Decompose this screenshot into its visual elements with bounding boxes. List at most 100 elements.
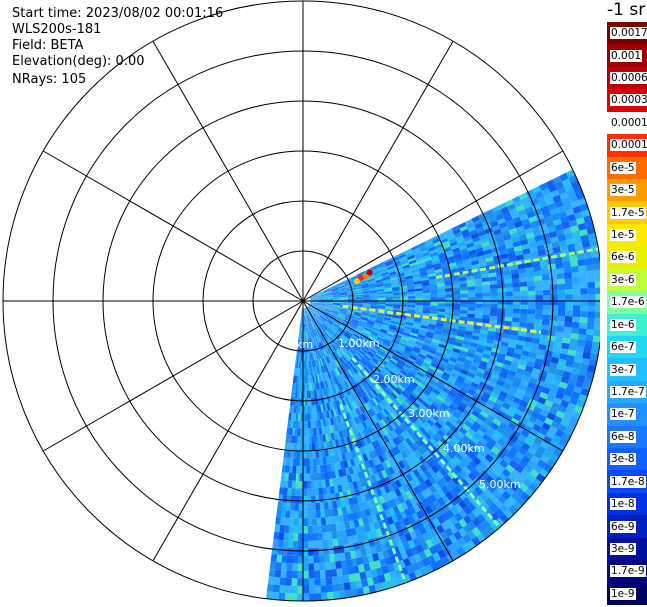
- range-gate: [307, 330, 310, 339]
- range-gate: [329, 313, 337, 318]
- range-gate: [370, 474, 377, 484]
- range-gate: [332, 293, 340, 297]
- range-gate: [512, 304, 521, 310]
- range-gate: [429, 313, 438, 318]
- range-gate: [319, 434, 324, 443]
- range-gate: [456, 375, 466, 383]
- range-gate: [542, 309, 551, 316]
- range-gate: [407, 302, 416, 306]
- range-gate: [388, 346, 396, 353]
- range-gate: [385, 351, 393, 358]
- range-gate: [294, 503, 299, 511]
- range-gate: [412, 249, 421, 256]
- range-gate: [304, 308, 306, 316]
- range-gate: [410, 367, 419, 374]
- range-gate: [542, 449, 553, 459]
- range-gate: [380, 400, 388, 409]
- range-gate: [336, 407, 342, 416]
- range-gate: [343, 278, 352, 284]
- range-gate: [304, 315, 307, 324]
- range-gate: [317, 304, 325, 307]
- range-gate: [347, 290, 355, 293]
- range-gate: [430, 292, 438, 296]
- range-gate: [309, 322, 313, 330]
- range-gate: [364, 327, 372, 333]
- range-gate: [489, 422, 499, 431]
- range-gate: [499, 406, 509, 415]
- range-gate: [381, 343, 390, 349]
- range-gate: [323, 340, 328, 348]
- range-gate: [344, 331, 352, 338]
- range-gate: [295, 383, 298, 391]
- range-gate: [316, 351, 320, 359]
- range-gate: [327, 338, 333, 346]
- range-gate: [525, 266, 534, 273]
- range-gate: [292, 465, 297, 474]
- range-gate: [309, 360, 312, 369]
- range-gate: [414, 360, 423, 367]
- range-gate: [316, 382, 320, 390]
- range-gate: [376, 312, 385, 316]
- range-gate: [389, 412, 397, 421]
- range-gate: [333, 462, 339, 471]
- range-gate: [330, 401, 335, 410]
- range-gate: [422, 287, 431, 291]
- range-gate: [417, 262, 426, 267]
- range-gate: [457, 537, 467, 548]
- range-gate: [329, 417, 335, 426]
- range-gate: [415, 307, 423, 311]
- range-gate: [348, 411, 354, 420]
- range-label: 4.00km: [443, 442, 485, 455]
- range-gate: [282, 540, 289, 549]
- range-gate: [351, 511, 358, 521]
- colorbar-label: 6e-5: [610, 161, 636, 174]
- range-gate: [474, 285, 483, 290]
- range-gate: [437, 308, 446, 313]
- range-gate: [499, 459, 509, 469]
- range-gate: [369, 285, 377, 289]
- range-gate: [417, 406, 426, 414]
- range-gate: [309, 473, 315, 481]
- range-gate: [314, 487, 320, 496]
- range-gate: [356, 431, 363, 440]
- range-gate: [332, 538, 339, 547]
- range-gate: [440, 335, 449, 341]
- range-gate: [451, 369, 461, 376]
- range-gate: [306, 330, 308, 339]
- range-gate: [511, 442, 522, 452]
- range-gate: [348, 359, 355, 367]
- range-gate: [331, 500, 338, 509]
- range-gate: [507, 473, 517, 483]
- range-gate: [475, 307, 483, 312]
- colorbar-label: 0.0003: [610, 94, 647, 107]
- range-gate: [459, 316, 468, 321]
- range-gate: [501, 402, 511, 411]
- range-gate: [497, 316, 505, 322]
- range-gate: [563, 326, 572, 334]
- range-gate: [334, 368, 339, 377]
- range-gate: [424, 496, 434, 506]
- range-gate: [304, 360, 306, 369]
- range-gate: [432, 388, 441, 396]
- range-gate: [332, 431, 338, 440]
- range-gate: [450, 447, 459, 457]
- range-gate: [310, 322, 314, 330]
- range-gate: [402, 400, 411, 409]
- range-gate: [314, 310, 321, 316]
- range-gate: [507, 203, 517, 212]
- range-gate: [555, 262, 564, 270]
- range-gate: [443, 473, 453, 483]
- range-gate: [315, 335, 320, 344]
- range-gate: [299, 465, 304, 474]
- range-gate: [523, 407, 534, 416]
- range-gate: [334, 408, 340, 417]
- range-gate: [386, 563, 395, 573]
- range-gate: [393, 445, 401, 455]
- range-gate: [431, 235, 440, 242]
- range-gate: [311, 312, 317, 320]
- range-gate: [318, 487, 323, 496]
- range-gate: [431, 359, 440, 366]
- range-gate: [410, 264, 419, 269]
- range-gate: [398, 371, 407, 379]
- range-gate: [514, 249, 524, 257]
